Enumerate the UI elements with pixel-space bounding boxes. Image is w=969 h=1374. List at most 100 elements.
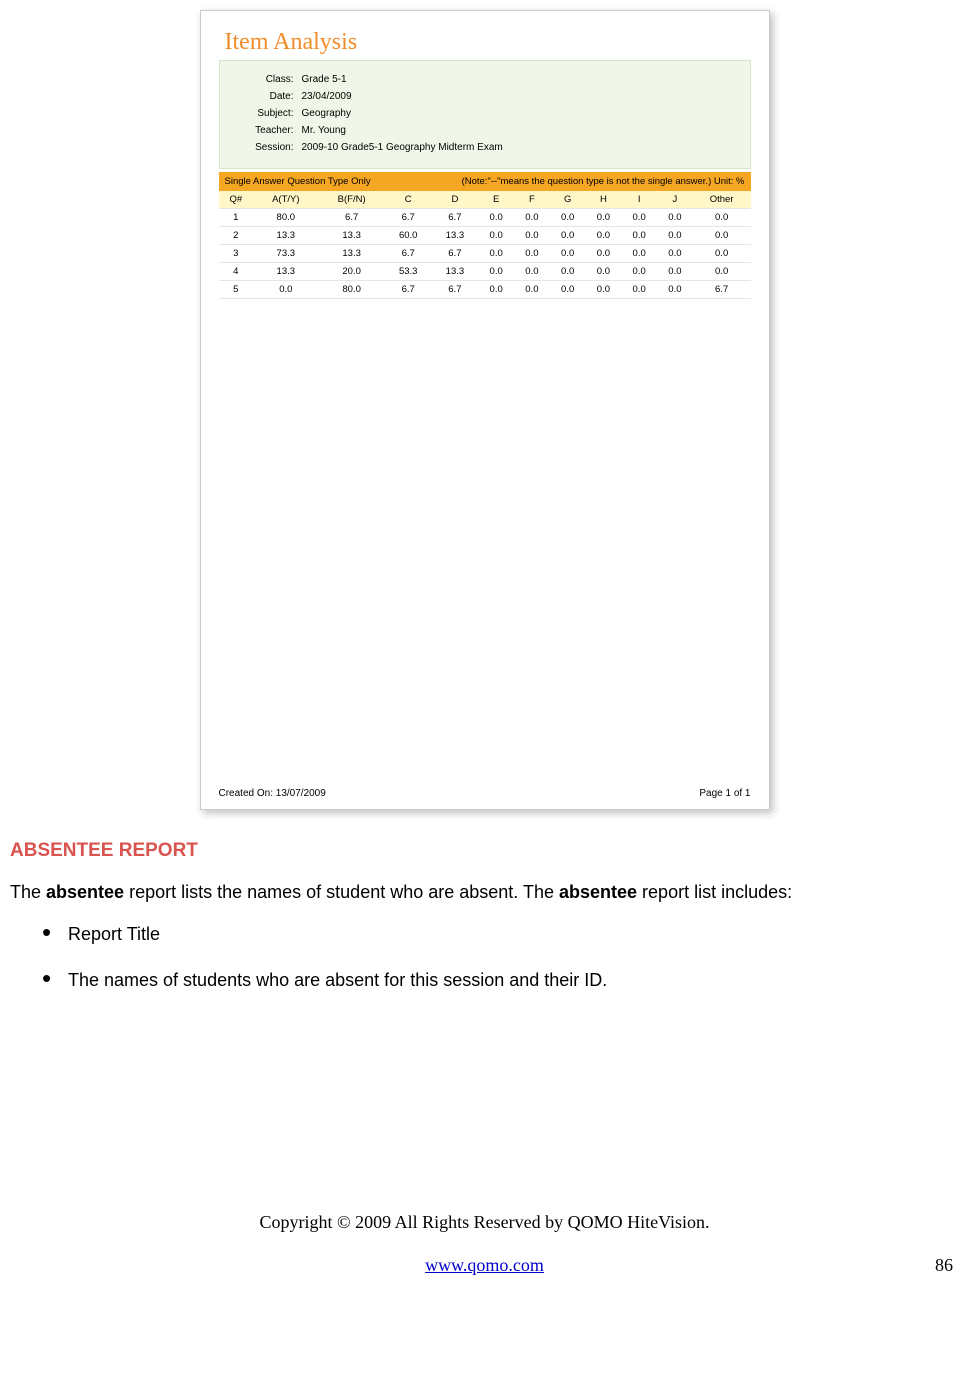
- table-cell: 13.3: [432, 227, 479, 245]
- bullet-item: Report Title: [42, 923, 959, 946]
- table-header-cell: I: [621, 191, 657, 209]
- absentee-paragraph: The absentee report lists the names of s…: [10, 880, 959, 905]
- orange-bar-left: Single Answer Question Type Only: [225, 176, 371, 187]
- info-row-date: Date: 23/04/2009: [234, 88, 736, 105]
- info-label-subject: Subject:: [234, 108, 302, 119]
- table-header-cell: C: [385, 191, 432, 209]
- info-row-subject: Subject: Geography: [234, 105, 736, 122]
- table-cell: 0.0: [478, 263, 514, 281]
- info-label-date: Date:: [234, 91, 302, 102]
- table-cell: 2: [219, 227, 254, 245]
- table-cell: 0.0: [586, 209, 622, 227]
- table-row: 180.06.76.76.70.00.00.00.00.00.00.0: [219, 209, 751, 227]
- table-cell: 5: [219, 281, 254, 299]
- table-header-cell: Q#: [219, 191, 254, 209]
- table-header-cell: E: [478, 191, 514, 209]
- table-cell: 0.0: [514, 227, 550, 245]
- table-cell: 0.0: [693, 263, 751, 281]
- info-label-class: Class:: [234, 74, 302, 85]
- table-header-cell: A(T/Y): [253, 191, 318, 209]
- info-value-session: 2009-10 Grade5-1 Geography Midterm Exam: [302, 142, 736, 153]
- table-cell: 0.0: [550, 245, 586, 263]
- table-cell: 6.7: [385, 245, 432, 263]
- table-header-cell: Other: [693, 191, 751, 209]
- info-row-class: Class: Grade 5-1: [234, 71, 736, 88]
- info-label-teacher: Teacher:: [234, 125, 302, 136]
- table-cell: 0.0: [586, 227, 622, 245]
- table-header-cell: B(F/N): [318, 191, 384, 209]
- footer-link[interactable]: www.qomo.com: [425, 1255, 544, 1275]
- table-cell: 3: [219, 245, 254, 263]
- table-cell: 0.0: [693, 227, 751, 245]
- table-cell: 0.0: [550, 227, 586, 245]
- table-cell: 0.0: [478, 227, 514, 245]
- table-cell: 0.0: [657, 245, 693, 263]
- section-heading-absentee: ABSENTEE REPORT: [10, 840, 959, 862]
- table-cell: 0.0: [657, 209, 693, 227]
- table-cell: 0.0: [657, 227, 693, 245]
- item-analysis-table: Q#A(T/Y)B(F/N)CDEFGHIJOther 180.06.76.76…: [219, 191, 751, 299]
- table-cell: 6.7: [318, 209, 384, 227]
- table-header-cell: J: [657, 191, 693, 209]
- table-cell: 20.0: [318, 263, 384, 281]
- table-cell: 0.0: [586, 281, 622, 299]
- table-cell: 0.0: [253, 281, 318, 299]
- table-cell: 0.0: [621, 263, 657, 281]
- table-cell: 0.0: [621, 209, 657, 227]
- table-cell: 0.0: [657, 263, 693, 281]
- table-cell: 0.0: [586, 245, 622, 263]
- table-cell: 0.0: [693, 245, 751, 263]
- table-cell: 0.0: [621, 281, 657, 299]
- table-header-row: Q#A(T/Y)B(F/N)CDEFGHIJOther: [219, 191, 751, 209]
- table-cell: 0.0: [550, 281, 586, 299]
- table-cell: 6.7: [385, 281, 432, 299]
- bullet-item: The names of students who are absent for…: [42, 969, 959, 992]
- footer-page-number: 86: [913, 1255, 953, 1276]
- table-row: 373.313.36.76.70.00.00.00.00.00.00.0: [219, 245, 751, 263]
- para-bold-2: absentee: [559, 882, 637, 902]
- table-cell: 13.3: [432, 263, 479, 281]
- page-indicator: Page 1 of 1: [699, 788, 750, 799]
- info-value-subject: Geography: [302, 108, 736, 119]
- table-header-cell: H: [586, 191, 622, 209]
- table-cell: 6.7: [432, 209, 479, 227]
- info-box: Class: Grade 5-1 Date: 23/04/2009 Subjec…: [219, 60, 751, 169]
- table-cell: 0.0: [657, 281, 693, 299]
- table-cell: 0.0: [693, 209, 751, 227]
- table-cell: 13.3: [253, 263, 318, 281]
- table-cell: 0.0: [478, 209, 514, 227]
- table-row: 413.320.053.313.30.00.00.00.00.00.00.0: [219, 263, 751, 281]
- table-cell: 0.0: [514, 281, 550, 299]
- table-cell: 6.7: [693, 281, 751, 299]
- table-cell: 0.0: [621, 245, 657, 263]
- table-cell: 0.0: [514, 263, 550, 281]
- table-cell: 60.0: [385, 227, 432, 245]
- table-cell: 0.0: [550, 209, 586, 227]
- para-part-5: report list includes:: [637, 882, 792, 902]
- table-cell: 6.7: [385, 209, 432, 227]
- table-cell: 73.3: [253, 245, 318, 263]
- table-cell: 0.0: [514, 209, 550, 227]
- table-cell: 6.7: [432, 281, 479, 299]
- table-row: 213.313.360.013.30.00.00.00.00.00.00.0: [219, 227, 751, 245]
- table-cell: 6.7: [432, 245, 479, 263]
- copyright: Copyright © 2009 All Rights Reserved by …: [10, 1212, 959, 1233]
- info-row-session: Session: 2009-10 Grade5-1 Geography Midt…: [234, 139, 736, 156]
- bullet-list: Report Title The names of students who ar…: [42, 923, 959, 992]
- para-part-3: report lists the names of student who ar…: [124, 882, 559, 902]
- info-row-teacher: Teacher: Mr. Young: [234, 122, 736, 139]
- report-window: Item Analysis Class: Grade 5-1 Date: 23/…: [200, 10, 770, 810]
- table-head: Q#A(T/Y)B(F/N)CDEFGHIJOther: [219, 191, 751, 209]
- table-cell: 13.3: [253, 227, 318, 245]
- table-cell: 13.3: [318, 245, 384, 263]
- table-cell: 0.0: [550, 263, 586, 281]
- report-title: Item Analysis: [225, 29, 751, 56]
- created-on: Created On: 13/07/2009: [219, 788, 326, 799]
- table-cell: 80.0: [253, 209, 318, 227]
- page-footer: www.qomo.com 86: [10, 1255, 959, 1286]
- table-cell: 0.0: [514, 245, 550, 263]
- para-bold-1: absentee: [46, 882, 124, 902]
- table-header-cell: D: [432, 191, 479, 209]
- table-header-cell: F: [514, 191, 550, 209]
- table-cell: 0.0: [586, 263, 622, 281]
